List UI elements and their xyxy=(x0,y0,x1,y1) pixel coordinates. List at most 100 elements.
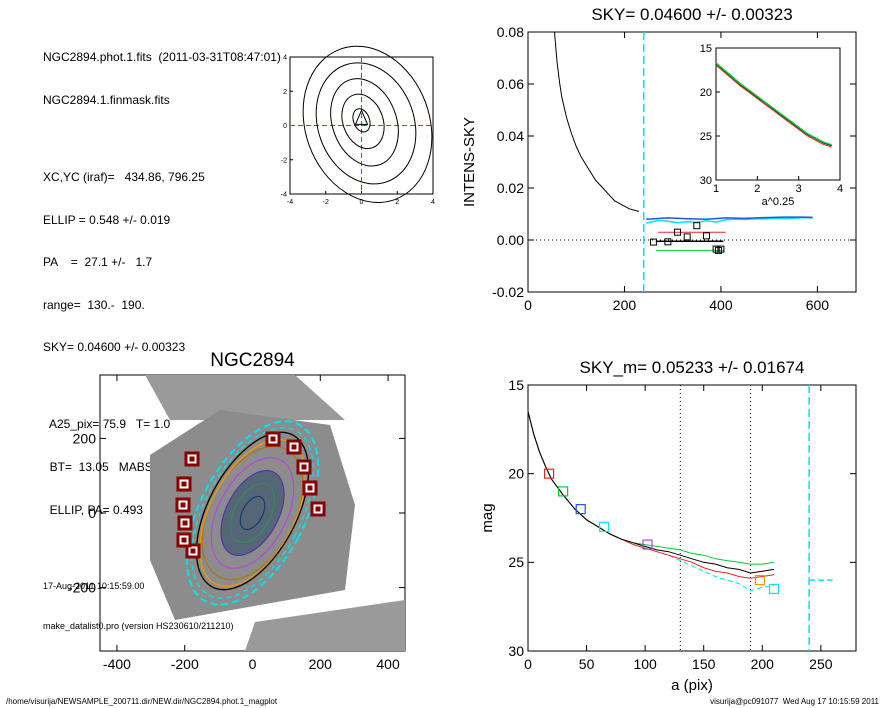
mag-x-label: 0 xyxy=(524,656,532,672)
sky-ylabel: INTENS-SKY xyxy=(461,117,478,207)
footer-user: visurija@pc091077 Wed Aug 17 10:15:59 20… xyxy=(710,697,879,706)
sky-y-label: 0.06 xyxy=(497,76,524,92)
sky-y-label: -0.02 xyxy=(492,284,524,300)
sky-title: SKY= 0.04600 +/- 0.00323 xyxy=(591,5,792,24)
mag-marker xyxy=(768,583,780,595)
sky-box-marker-center xyxy=(315,506,321,512)
inset-y-tick-label: 20 xyxy=(700,87,712,99)
contour-level xyxy=(302,45,433,203)
mag-marker xyxy=(575,504,586,515)
image-content xyxy=(145,375,405,651)
contour-center-marker xyxy=(354,109,369,125)
contour-y-tick-label: 4 xyxy=(283,55,287,62)
info-panel: NGC2894.phot.1.fits (2011-03-31T08:47:01… xyxy=(43,22,281,646)
sky-x-label: 0 xyxy=(524,297,532,313)
galaxy-isophote xyxy=(239,495,266,531)
contour-y-tick-label: -2 xyxy=(281,157,287,164)
mag-x-label: 50 xyxy=(579,656,595,672)
info-date: 17-Aug-2011 10:15:59.00 xyxy=(43,580,145,591)
contour-level xyxy=(352,108,371,133)
inset-x-tick-label: 4 xyxy=(837,183,843,195)
image-x-label: -200 xyxy=(171,656,199,672)
galaxy-sky-ellipse-outer xyxy=(185,420,320,606)
sky-box-marker-center xyxy=(189,456,195,462)
galaxy-black-ellipse xyxy=(195,431,310,591)
sky-y-label: 0.02 xyxy=(497,180,524,196)
galaxy-isophote xyxy=(210,457,295,569)
info-line: SKY= 0.04600 +/- 0.00323 xyxy=(43,340,186,355)
image-title: NGC2894 xyxy=(210,350,295,371)
sky-box-marker-center xyxy=(301,464,307,470)
mag-y-label: 25 xyxy=(508,554,524,570)
info-line: ELLIP = 0.548 +/- 0.019 xyxy=(43,212,171,227)
contour-x-tick-label: -2 xyxy=(323,199,329,206)
mag-x-label: 150 xyxy=(692,656,716,672)
image-y-label: 0 xyxy=(88,505,96,521)
image-x-label: 0 xyxy=(249,656,257,672)
inset-x-tick-label: 1 xyxy=(713,183,719,195)
image-bottom-strip xyxy=(245,600,405,651)
sky-box-marker-center xyxy=(180,502,186,508)
sky-box-marker-center xyxy=(270,436,276,442)
mag-series-line xyxy=(527,411,775,579)
contour-x-tick-label: 2 xyxy=(395,199,399,206)
mag-y-label: 15 xyxy=(508,377,524,393)
sky-marker xyxy=(683,233,691,241)
image-y-label: -200 xyxy=(68,579,96,595)
contour-y-tick-label: -4 xyxy=(281,192,287,199)
mag-title: SKY_m= 0.05233 +/- 0.01674 xyxy=(580,358,805,377)
sky-box-marker-center xyxy=(181,537,187,543)
info-line: XC,YC (iraf)= 434.86, 796.25 xyxy=(43,170,205,185)
inset-profile-red xyxy=(715,64,832,148)
mag-frame xyxy=(527,384,857,652)
info-line: A25_pix= 75.9 T= 1.0 xyxy=(43,417,171,432)
inset-profile-green xyxy=(715,62,832,146)
mag-xlabel: a (pix) xyxy=(671,677,713,694)
contour-y-tick-label: 2 xyxy=(283,89,287,96)
mag-series-line xyxy=(527,411,775,592)
contour-y-tick-label: 0 xyxy=(283,123,287,130)
mag-series-line xyxy=(527,411,775,574)
sky-x-label: 200 xyxy=(613,297,637,313)
mag-marker xyxy=(754,574,766,586)
mag-marker xyxy=(558,486,569,497)
sky-frame xyxy=(527,31,857,293)
mag-y-label: 20 xyxy=(508,466,524,482)
inset-x-tick-label: 3 xyxy=(796,183,802,195)
galaxy-sky-ellipse-inner xyxy=(191,427,314,599)
info-line: NGC2894.phot.1.fits (2011-03-31T08:47:01… xyxy=(43,50,281,65)
sky-marker xyxy=(693,222,701,230)
sky-box-marker-center xyxy=(182,520,188,526)
sky-y-label: 0.04 xyxy=(497,128,524,144)
sky-box-marker-center xyxy=(181,481,187,487)
info-line: PA = 27.1 +/- 1.7 xyxy=(43,255,153,270)
image-top-strip xyxy=(145,375,345,420)
contour-level xyxy=(341,93,385,150)
contour-x-tick-label: -4 xyxy=(287,199,293,206)
info-line: NGC2894.1.finmask.fits xyxy=(43,93,170,108)
image-x-label: 200 xyxy=(309,656,333,672)
sky-box-marker-center xyxy=(291,444,297,450)
galaxy-isophote xyxy=(230,482,275,544)
image-x-label: -400 xyxy=(103,656,131,672)
sky-marker xyxy=(664,238,672,246)
sky-marker xyxy=(712,245,720,253)
inset-y-tick-label: 25 xyxy=(700,131,712,143)
mag-marker xyxy=(543,468,555,479)
info-line: range= 130.- 190. xyxy=(43,297,145,312)
mag-x-label: 250 xyxy=(809,656,833,672)
sky-x-label: 600 xyxy=(806,297,830,313)
sky-box-marker-center xyxy=(307,485,313,491)
contour-level xyxy=(315,62,417,185)
sky-x-label: 400 xyxy=(709,297,733,313)
contour-x-tick-label: 0 xyxy=(360,199,364,206)
mag-ylabel: mag xyxy=(479,503,496,532)
image-x-label: 400 xyxy=(376,656,400,672)
mag-x-label: 200 xyxy=(751,656,775,672)
sky-marker xyxy=(674,228,682,236)
sky-marker xyxy=(649,238,657,246)
mag-y-label: 30 xyxy=(508,643,524,659)
footer-path: /home/visurija/NEWSAMPLE_200711.dir/NEW.… xyxy=(6,697,278,706)
galaxy-core xyxy=(220,470,285,556)
